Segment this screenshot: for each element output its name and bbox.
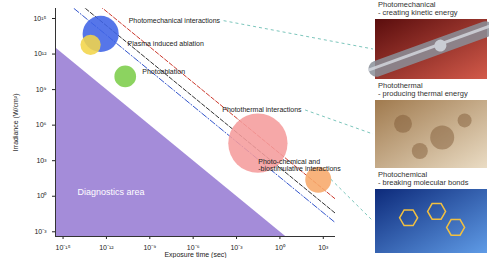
svg-text:10⁻¹⁵: 10⁻¹⁵ <box>56 244 71 251</box>
svg-text:10⁻¹²: 10⁻¹² <box>99 244 114 251</box>
svg-text:10⁻⁹: 10⁻⁹ <box>143 244 156 251</box>
svg-text:Plasma induced ablation: Plasma induced ablation <box>128 40 204 47</box>
svg-text:10⁹: 10⁹ <box>36 86 47 93</box>
svg-text:10⁶: 10⁶ <box>36 121 47 128</box>
svg-text:10⁻³: 10⁻³ <box>34 228 47 235</box>
svg-text:Photo-chemical and-biostimulat: Photo-chemical and-biostimulative intera… <box>258 158 341 172</box>
svg-text:10⁻⁶: 10⁻⁶ <box>186 244 200 252</box>
svg-text:- producing thermal energy: - producing thermal energy <box>378 89 468 98</box>
svg-text:10³: 10³ <box>36 157 47 164</box>
svg-text:10¹⁵: 10¹⁵ <box>33 15 46 22</box>
svg-text:- creating kinetic energy: - creating kinetic energy <box>378 8 458 17</box>
svg-text:Photothermal: Photothermal <box>378 81 423 90</box>
svg-text:Photoablation: Photoablation <box>142 68 185 75</box>
svg-text:Photochemical: Photochemical <box>378 170 428 179</box>
svg-text:Irradiance (W/cm²): Irradiance (W/cm²) <box>12 94 20 152</box>
svg-text:Exposure time (sec): Exposure time (sec) <box>164 251 226 258</box>
svg-text:Diagnostics area: Diagnostics area <box>78 187 145 197</box>
svg-text:- breaking molecular bonds: - breaking molecular bonds <box>378 178 469 187</box>
svg-text:10¹²: 10¹² <box>34 50 47 57</box>
svg-text:Photomechanical: Photomechanical <box>378 0 436 9</box>
svg-text:10⁰: 10⁰ <box>37 192 48 199</box>
svg-text:Photothermal interactions: Photothermal interactions <box>222 106 302 113</box>
svg-text:10⁻³: 10⁻³ <box>230 244 243 251</box>
svg-text:10⁰: 10⁰ <box>275 244 286 251</box>
svg-text:Photomechanical interactions: Photomechanical interactions <box>129 17 221 24</box>
svg-text:10³: 10³ <box>318 244 329 251</box>
